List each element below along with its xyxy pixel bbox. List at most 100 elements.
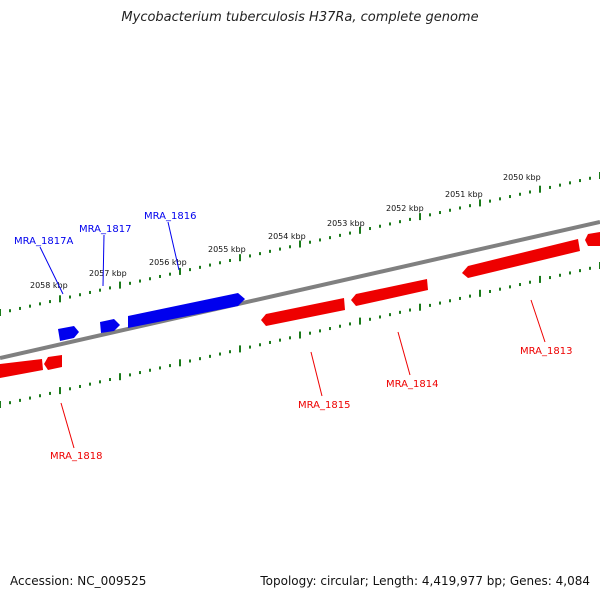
inner-minor-tick: [219, 352, 221, 356]
gene-label-mra-1818[interactable]: MRA_1818: [50, 451, 102, 462]
outer-minor-tick: [19, 306, 21, 310]
inner-major-tick: [0, 401, 1, 408]
inner-minor-tick: [79, 384, 81, 388]
outer-minor-tick: [99, 288, 101, 292]
outer-minor-tick: [39, 302, 41, 306]
inner-minor-tick: [509, 285, 511, 289]
outer-major-tick: [359, 226, 361, 234]
inner-minor-tick: [249, 345, 251, 349]
inner-minor-tick: [489, 289, 491, 293]
gene-feature-mra-1815[interactable]: [261, 298, 345, 326]
outer-minor-tick: [569, 181, 571, 185]
gene-feature-mra-1817a[interactable]: [58, 326, 79, 341]
inner-minor-tick: [189, 359, 191, 363]
inner-minor-tick: [269, 340, 271, 344]
outer-minor-tick: [209, 263, 211, 267]
inner-minor-tick: [499, 287, 501, 291]
inner-minor-tick: [439, 301, 441, 305]
inner-minor-tick: [409, 308, 411, 312]
outer-major-tick: [539, 185, 541, 193]
inner-minor-tick: [339, 324, 341, 328]
outer-minor-tick: [259, 252, 261, 256]
gene-label-mra-1816[interactable]: MRA_1816: [144, 211, 196, 222]
inner-minor-tick: [169, 364, 171, 368]
leader-mra-1813: [530, 299, 546, 343]
outer-major-tick: [479, 199, 481, 207]
outer-minor-tick: [499, 197, 501, 201]
inner-minor-tick: [69, 387, 71, 391]
inner-minor-tick: [259, 343, 261, 347]
gene-feature-mra-1814[interactable]: [351, 279, 428, 306]
inner-minor-tick: [319, 329, 321, 333]
inner-minor-tick: [559, 273, 561, 277]
inner-minor-tick: [29, 396, 31, 400]
inner-minor-tick: [459, 296, 461, 300]
outer-minor-tick: [469, 204, 471, 208]
inner-major-tick: [239, 345, 241, 353]
inner-minor-tick: [279, 338, 281, 342]
outer-minor-tick: [109, 286, 111, 290]
gene-label-mra-1817a[interactable]: MRA_1817A: [14, 236, 73, 247]
leader-mra-1816: [167, 221, 180, 271]
outer-minor-tick: [189, 268, 191, 272]
inner-minor-tick: [209, 354, 211, 358]
inner-minor-tick: [159, 366, 161, 370]
inner-minor-tick: [589, 266, 591, 270]
inner-minor-tick: [149, 368, 151, 372]
outer-minor-tick: [379, 224, 381, 228]
inner-minor-tick: [129, 373, 131, 377]
gene-feature-mra-1813-part[interactable]: [585, 232, 600, 246]
inner-minor-tick: [389, 313, 391, 317]
gene-label-mra-1815[interactable]: MRA_1815: [298, 400, 350, 411]
tick-label: 2054 kbp: [268, 232, 306, 241]
outer-major-tick: [419, 213, 421, 221]
gene-label-mra-1814[interactable]: MRA_1814: [386, 379, 438, 390]
inner-minor-tick: [9, 401, 11, 405]
outer-major-tick: [59, 295, 61, 303]
gene-feature-mra-1818-part[interactable]: [44, 355, 62, 370]
outer-minor-tick: [219, 261, 221, 265]
outer-minor-tick: [579, 179, 581, 183]
gene-feature-mra-1816[interactable]: [128, 293, 245, 328]
gene-feature-mra-1817[interactable]: [100, 319, 120, 333]
inner-major-tick: [179, 359, 181, 367]
outer-minor-tick: [249, 254, 251, 258]
reverse-genes: [0, 232, 600, 378]
outer-minor-tick: [169, 272, 171, 276]
gene-feature-mra-1813[interactable]: [462, 239, 580, 278]
outer-major-tick: [179, 267, 181, 275]
inner-major-tick: [119, 373, 121, 381]
tick-label: 2058 kbp: [30, 281, 68, 290]
outer-minor-tick: [79, 293, 81, 297]
outer-minor-tick: [9, 309, 11, 313]
inner-minor-tick: [309, 331, 311, 335]
inner-minor-tick: [199, 357, 201, 361]
inner-major-tick: [359, 317, 361, 325]
outer-minor-tick: [559, 183, 561, 187]
tick-labels: 2050 kbp 2051 kbp 2052 kbp 2053 kbp 2054…: [30, 173, 541, 290]
outer-minor-tick: [279, 247, 281, 251]
gene-feature-mra-1818[interactable]: [0, 359, 43, 378]
map-title: Mycobacterium tuberculosis H37Ra, comple…: [121, 10, 479, 25]
leader-mra-1817a: [39, 246, 64, 295]
outer-minor-tick: [49, 300, 51, 304]
inner-minor-tick: [449, 299, 451, 303]
leader-mra-1817: [102, 234, 105, 287]
outer-minor-tick: [129, 281, 131, 285]
gene-label-mra-1817[interactable]: MRA_1817: [79, 224, 131, 235]
outer-minor-tick: [329, 236, 331, 240]
inner-minor-tick: [569, 271, 571, 275]
outer-minor-tick: [289, 245, 291, 249]
gene-label-mra-1813[interactable]: MRA_1813: [520, 346, 572, 357]
outer-minor-tick: [439, 211, 441, 215]
outer-minor-tick: [89, 290, 91, 294]
inner-minor-tick: [429, 303, 431, 307]
inner-minor-tick: [99, 380, 101, 384]
outer-minor-tick: [159, 274, 161, 278]
outer-major-tick: [299, 240, 301, 248]
outer-minor-tick: [29, 304, 31, 308]
inner-major-tick: [299, 331, 301, 339]
inner-major-tick: [419, 303, 421, 311]
tick-label: 2056 kbp: [149, 258, 187, 267]
outer-minor-tick: [409, 217, 411, 221]
